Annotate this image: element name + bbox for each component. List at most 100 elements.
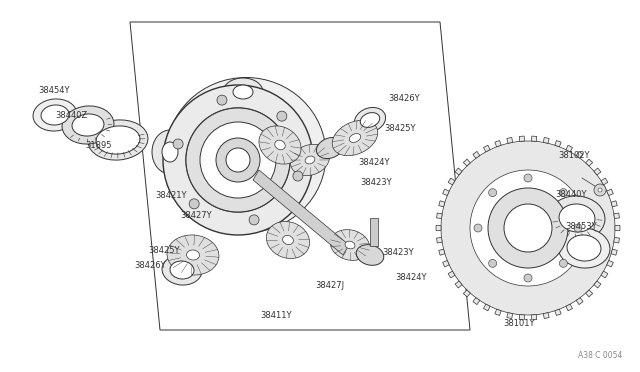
Ellipse shape — [167, 235, 219, 275]
Polygon shape — [586, 159, 593, 166]
Ellipse shape — [355, 108, 385, 132]
Text: 38425Y: 38425Y — [384, 124, 415, 132]
Ellipse shape — [162, 255, 202, 285]
Ellipse shape — [558, 228, 610, 268]
Ellipse shape — [316, 137, 344, 158]
Ellipse shape — [72, 114, 104, 136]
Circle shape — [598, 188, 602, 192]
Ellipse shape — [266, 221, 310, 259]
Polygon shape — [436, 237, 442, 243]
Circle shape — [200, 122, 276, 198]
Polygon shape — [483, 145, 490, 152]
Circle shape — [163, 85, 313, 235]
Polygon shape — [473, 298, 480, 305]
Polygon shape — [439, 201, 445, 207]
Ellipse shape — [41, 105, 69, 125]
Polygon shape — [532, 315, 537, 320]
Polygon shape — [130, 22, 470, 330]
Polygon shape — [463, 290, 470, 297]
Polygon shape — [615, 225, 620, 231]
Circle shape — [524, 274, 532, 282]
Polygon shape — [473, 151, 480, 158]
Polygon shape — [441, 141, 615, 315]
Ellipse shape — [170, 261, 194, 279]
Circle shape — [559, 189, 567, 197]
Ellipse shape — [567, 235, 601, 261]
Ellipse shape — [332, 120, 378, 156]
Polygon shape — [532, 136, 537, 141]
Text: 38427J: 38427J — [315, 280, 344, 289]
Ellipse shape — [559, 204, 595, 232]
Circle shape — [474, 224, 482, 232]
Polygon shape — [483, 304, 490, 311]
Text: 38423Y: 38423Y — [382, 247, 413, 257]
Circle shape — [186, 108, 290, 212]
Polygon shape — [555, 141, 561, 147]
Polygon shape — [443, 189, 449, 196]
Text: 38411Y: 38411Y — [260, 311, 291, 320]
Ellipse shape — [356, 245, 384, 265]
FancyBboxPatch shape — [370, 218, 378, 246]
Circle shape — [524, 174, 532, 182]
Polygon shape — [594, 281, 601, 288]
Circle shape — [489, 189, 497, 197]
Text: 38440Z: 38440Z — [55, 110, 87, 119]
Circle shape — [277, 111, 287, 121]
Polygon shape — [253, 170, 349, 255]
Polygon shape — [455, 168, 462, 175]
Circle shape — [249, 215, 259, 225]
Polygon shape — [601, 271, 608, 278]
Text: 38423Y: 38423Y — [360, 177, 392, 186]
Circle shape — [489, 259, 497, 267]
Ellipse shape — [88, 120, 148, 160]
Circle shape — [173, 139, 183, 149]
Text: 38421Y: 38421Y — [155, 190, 186, 199]
Text: 38426Y: 38426Y — [388, 93, 420, 103]
Polygon shape — [495, 141, 501, 147]
Circle shape — [504, 204, 552, 252]
Polygon shape — [495, 309, 501, 315]
Polygon shape — [555, 309, 561, 315]
Circle shape — [559, 259, 567, 267]
Ellipse shape — [345, 241, 355, 249]
Polygon shape — [566, 145, 573, 152]
Text: 38425Y: 38425Y — [148, 246, 179, 254]
Circle shape — [226, 148, 250, 172]
Text: 38426Y: 38426Y — [134, 260, 166, 269]
Circle shape — [217, 95, 227, 105]
Ellipse shape — [186, 250, 200, 260]
Polygon shape — [448, 271, 455, 278]
Ellipse shape — [360, 113, 380, 128]
Ellipse shape — [62, 106, 114, 144]
Ellipse shape — [152, 130, 188, 174]
Text: 38424Y: 38424Y — [395, 273, 426, 282]
Text: 38424Y: 38424Y — [358, 157, 390, 167]
Polygon shape — [576, 151, 583, 158]
Ellipse shape — [233, 85, 253, 99]
Ellipse shape — [349, 134, 361, 142]
Polygon shape — [566, 304, 573, 311]
Polygon shape — [576, 298, 583, 305]
Polygon shape — [470, 170, 586, 286]
Polygon shape — [614, 213, 620, 218]
Polygon shape — [614, 237, 620, 243]
Polygon shape — [601, 178, 608, 185]
Polygon shape — [607, 189, 613, 196]
Text: 38440Y: 38440Y — [555, 189, 586, 199]
Text: 38101Y: 38101Y — [503, 318, 534, 327]
Ellipse shape — [549, 196, 605, 240]
Ellipse shape — [166, 77, 326, 232]
Text: A38·C 0054: A38·C 0054 — [578, 351, 622, 360]
Polygon shape — [543, 312, 549, 318]
Ellipse shape — [291, 144, 330, 176]
Ellipse shape — [275, 140, 285, 150]
Polygon shape — [519, 136, 524, 141]
Polygon shape — [463, 159, 470, 166]
Polygon shape — [594, 168, 601, 175]
Polygon shape — [519, 315, 524, 320]
Polygon shape — [455, 281, 462, 288]
Ellipse shape — [223, 78, 263, 106]
Ellipse shape — [162, 142, 178, 162]
Ellipse shape — [330, 230, 370, 260]
Polygon shape — [443, 260, 449, 267]
